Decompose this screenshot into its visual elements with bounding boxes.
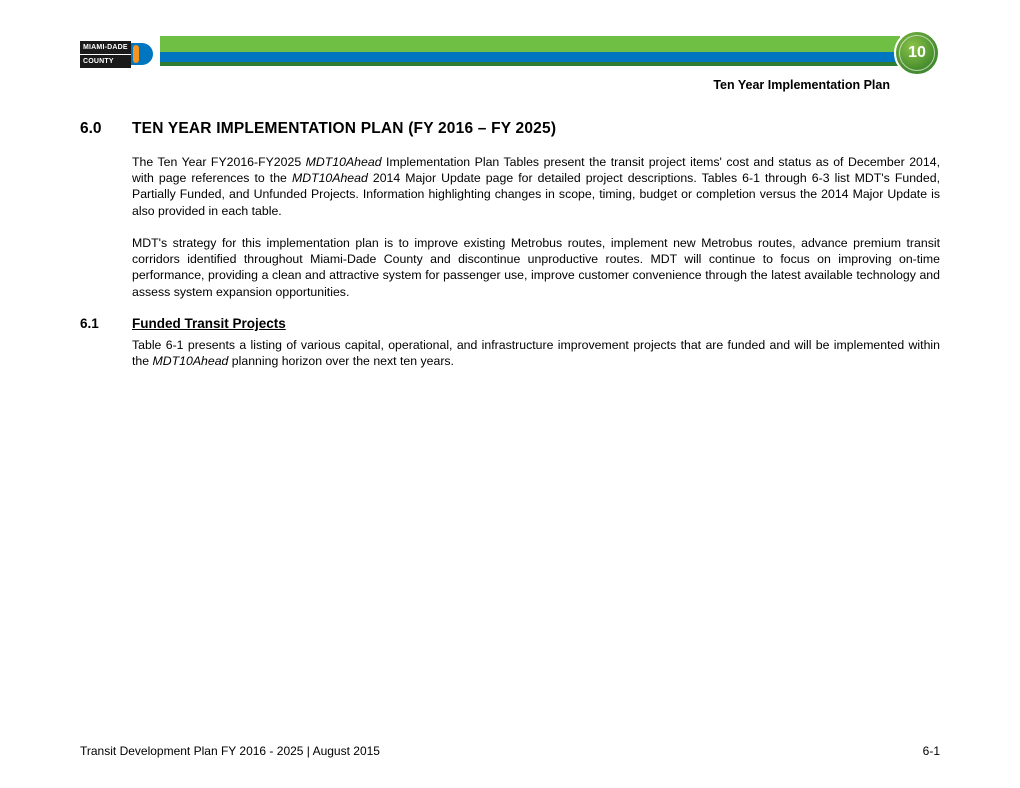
para3-text-c: planning horizon over the next ten years… [228,354,454,368]
para1-italic-b: MDT10Ahead [306,155,382,169]
section-number: 6.0 [80,120,114,138]
footer-left: Transit Development Plan FY 2016 - 2025 … [80,744,380,758]
paragraph-3: Table 6-1 presents a listing of various … [132,337,940,369]
para3-italic-b: MDT10Ahead [153,354,229,368]
ahead-logo: 10 [894,30,940,76]
logo-text-top: MIAMI-DADE [80,41,131,54]
header-stripe-blue [160,52,900,62]
footer-page-number: 6-1 [923,744,940,758]
ahead-logo-number: 10 [908,44,926,62]
miami-dade-logo: MIAMI-DADE COUNTY [80,42,170,66]
header-stripe-darkgreen [160,62,900,66]
logo-shape-icon [131,43,153,65]
ahead-logo-circle-icon: 10 [894,30,940,76]
section-heading: 6.0 TEN YEAR IMPLEMENTATION PLAN (FY 201… [80,120,940,138]
para1-italic-d: MDT10Ahead [292,171,368,185]
header-subtitle: Ten Year Implementation Plan [713,78,890,92]
page-header: MIAMI-DADE COUNTY 10 [80,32,940,72]
page-footer: Transit Development Plan FY 2016 - 2025 … [80,744,940,758]
page-content: 6.0 TEN YEAR IMPLEMENTATION PLAN (FY 201… [80,120,940,369]
subsection-number: 6.1 [80,316,114,331]
paragraph-1: The Ten Year FY2016-FY2025 MDT10Ahead Im… [132,154,940,219]
paragraph-2: MDT's strategy for this implementation p… [132,235,940,300]
subsection-title: Funded Transit Projects [132,316,286,331]
subsection-heading: 6.1 Funded Transit Projects [80,316,940,331]
logo-text-bottom: COUNTY [80,55,131,68]
header-stripe-green [160,36,900,52]
section-title: TEN YEAR IMPLEMENTATION PLAN (FY 2016 – … [132,120,556,138]
para1-text-a: The Ten Year FY2016-FY2025 [132,155,306,169]
